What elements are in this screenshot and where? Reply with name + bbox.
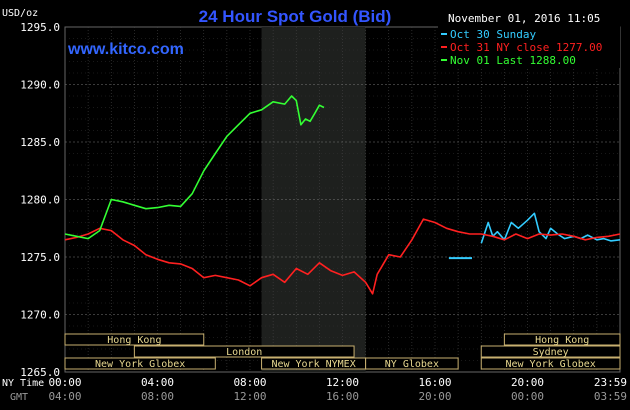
market-bar-left-2-2 [365, 357, 459, 370]
x-tick-label-gmt: 04:00 [48, 390, 81, 403]
market-label: London [226, 347, 262, 358]
ny-time-label: NY Time [2, 378, 44, 389]
legend-entry: Oct 30 Sunday [450, 28, 536, 41]
x-tick-label-ny: 00:00 [48, 376, 81, 389]
market-bar-left-1-0 [133, 345, 355, 358]
chart-title: 24 Hour Spot Gold (Bid) [199, 7, 392, 26]
unit-label: USD/oz [2, 8, 38, 19]
market-label: NY Globex [385, 359, 439, 370]
y-tick-label: 1290.0 [20, 79, 60, 92]
y-tick-label: 1285.0 [20, 136, 60, 149]
x-tick-label-ny: 20:00 [511, 376, 544, 389]
market-label: New York Globex [95, 359, 185, 370]
y-tick-label: 1265.0 [20, 366, 60, 379]
legend-entry: Nov 01 Last 1288.00 [450, 54, 576, 67]
market-bar-right-0-0 [503, 333, 621, 346]
market-session-bars: Hong Kong London New York Globex New York N… [64, 333, 621, 370]
market-bar-right-2-0 [480, 357, 621, 370]
market-bar-left-2-0 [64, 357, 216, 370]
x-tick-label-gmt: 03:59 [594, 390, 627, 403]
x-tick-label-ny: 08:00 [233, 376, 266, 389]
x-tick-label-ny: 16:00 [418, 376, 451, 389]
y-tick-label: 1275.0 [20, 251, 60, 264]
market-bar-left-0-0 [64, 333, 205, 346]
x-tick-label-gmt: 16:00 [326, 390, 359, 403]
y-tick-label: 1270.0 [20, 309, 60, 322]
x-tick-label-gmt: 12:00 [233, 390, 266, 403]
market-label: Sydney [533, 347, 569, 358]
x-tick-label-gmt: 08:00 [141, 390, 174, 403]
x-axis: 00:00 04:00 08:00 12:00 16:00 20:00 23:5904:00… [2, 376, 627, 403]
x-tick-label-ny: 04:00 [141, 376, 174, 389]
market-label: Hong Kong [107, 335, 161, 346]
timestamp: November 01, 2016 11:05 [448, 12, 600, 25]
market-label: New York Globex [505, 359, 595, 370]
legend-box [438, 26, 620, 68]
y-tick-label: 1280.0 [20, 194, 60, 207]
x-tick-label-ny: 23:59 [594, 376, 627, 389]
y-tick-label: 1295.0 [20, 21, 60, 34]
market-label: Hong Kong [535, 335, 589, 346]
grid-lines [65, 27, 620, 372]
gmt-label: GMT [10, 392, 28, 403]
x-tick-label-gmt: 20:00 [418, 390, 451, 403]
legend-entry: Oct 31 NY close 1277.00 [450, 41, 602, 54]
market-label: New York NYMEX [271, 359, 355, 370]
series-group [64, 95, 621, 295]
series-line-2 [64, 218, 621, 295]
market-bar-right-1-0 [480, 345, 621, 358]
watermark-text: www.kitco.com [67, 41, 184, 58]
x-tick-label-ny: 12:00 [326, 376, 359, 389]
series-line-3 [64, 95, 325, 240]
y-axis: 1295.0 1290.0 1285.0 1280.0 1275.0 1270.0 1265… [20, 21, 60, 379]
x-tick-label-gmt: 00:00 [511, 390, 544, 403]
